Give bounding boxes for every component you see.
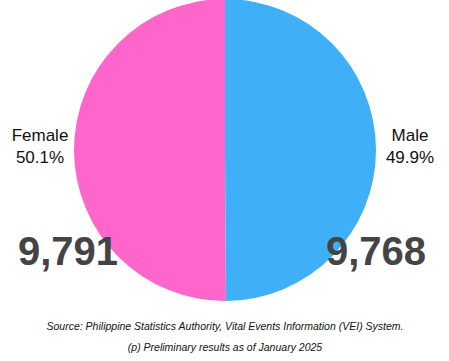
svg-text:Source: Philippine Statistics: Source: Philippine Statistics Authority,… [47,320,404,332]
svg-text:50.1%: 50.1% [16,148,64,167]
svg-text:9,768: 9,768 [326,229,426,273]
svg-text:Female: Female [12,126,69,145]
svg-text:Male: Male [392,126,429,145]
svg-text:(p) Preliminary results as of: (p) Preliminary results as of January 20… [128,341,322,353]
svg-text:9,791: 9,791 [18,229,118,273]
svg-text:49.9%: 49.9% [386,148,434,167]
